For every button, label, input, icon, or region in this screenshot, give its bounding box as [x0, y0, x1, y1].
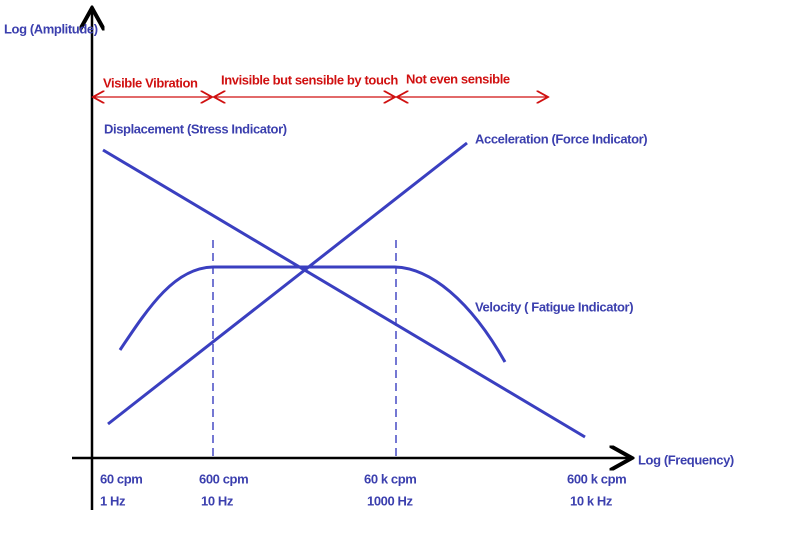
x-tick-label: 60 cpm: [100, 471, 142, 486]
x-tick-label: 10 Hz: [201, 493, 234, 508]
x-tick-label: 600 k cpm: [567, 471, 626, 486]
curve-label: Acceleration (Force Indicator): [475, 131, 647, 146]
x-tick-label: 10 k Hz: [570, 493, 613, 508]
curve-label: Velocity ( Fatigue Indicator): [475, 299, 633, 314]
region-label: Visible Vibration: [103, 75, 198, 90]
x-tick-label: 1 Hz: [100, 493, 126, 508]
region-label: Invisible but sensible by touch: [221, 72, 398, 87]
x-tick-label: 600 cpm: [199, 471, 248, 486]
region-label: Not even sensible: [406, 71, 510, 86]
acceleration-line: [107, 141, 468, 426]
x-axis-label: Log (Frequency): [638, 452, 734, 467]
velocity-curve: [118, 265, 507, 363]
displacement-line: [102, 148, 586, 439]
x-tick-label: 1000 Hz: [367, 493, 414, 508]
curve-label: Displacement (Stress Indicator): [104, 121, 287, 136]
y-axis-label: Log (Amplitude): [4, 21, 98, 36]
x-tick-label: 60 k cpm: [364, 471, 416, 486]
